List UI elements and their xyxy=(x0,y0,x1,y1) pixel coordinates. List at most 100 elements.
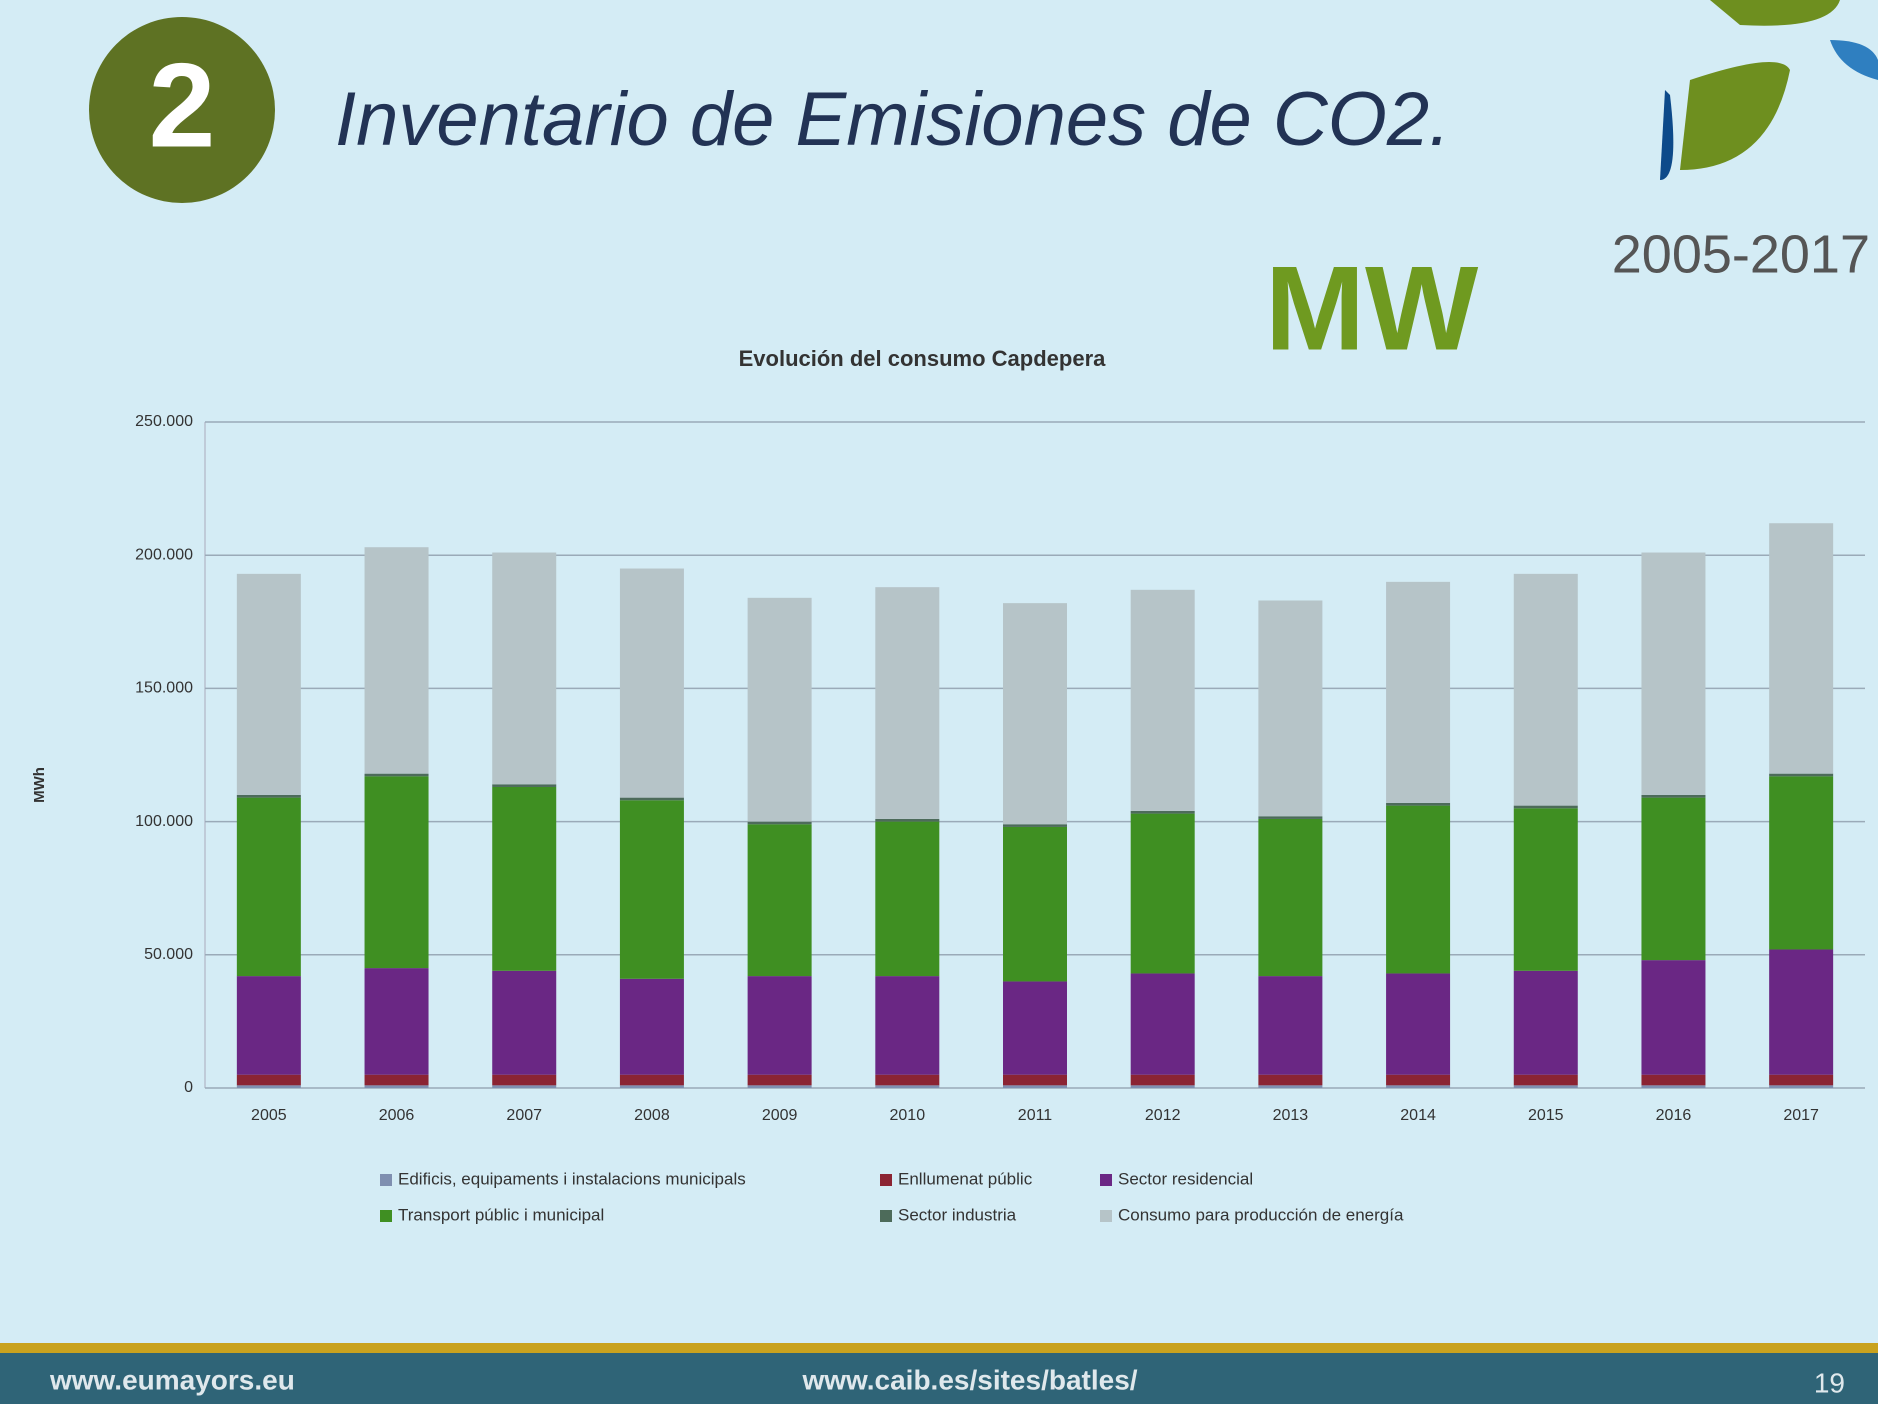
x-tick-label: 2007 xyxy=(506,1107,542,1124)
bar-segment xyxy=(1003,1074,1067,1086)
bar-segment xyxy=(1769,1085,1834,1088)
legend-label: Transport públic i municipal xyxy=(398,1205,604,1224)
legend-swatch xyxy=(380,1210,392,1222)
footer-center: www.caib.es/sites/batles/ xyxy=(801,1364,1137,1395)
bar-segment xyxy=(619,1074,684,1086)
slide-heading: Inventario de Emisiones de CO2. xyxy=(335,77,1450,162)
bar-segment xyxy=(747,1085,812,1088)
bar-segment xyxy=(1003,603,1067,825)
bar-segment xyxy=(1258,1074,1323,1086)
bar-segment xyxy=(492,1074,557,1086)
bar-segment xyxy=(236,573,301,795)
bar-segment xyxy=(492,784,557,787)
x-tick-label: 2016 xyxy=(1656,1107,1692,1124)
bar-segment xyxy=(619,568,684,798)
bar-segment xyxy=(1769,1074,1834,1086)
bar-segment xyxy=(1641,960,1706,1075)
bar-segment xyxy=(236,976,301,1075)
x-tick-label: 2008 xyxy=(634,1107,670,1124)
bar-segment xyxy=(619,797,684,801)
footer-left: www.eumayors.eu xyxy=(49,1364,295,1395)
footer-bar xyxy=(0,1353,1878,1404)
bar-segment xyxy=(1641,797,1706,961)
bar-segment xyxy=(875,976,940,1075)
bar-segment xyxy=(1003,824,1067,827)
y-tick-label: 0 xyxy=(184,1079,193,1096)
bar-segment xyxy=(1769,523,1834,774)
bar-segment xyxy=(747,821,812,825)
x-tick-label: 2015 xyxy=(1528,1107,1564,1124)
bar-segment xyxy=(875,1074,940,1086)
legend-swatch xyxy=(880,1174,892,1186)
bar-segment xyxy=(236,1085,301,1088)
legend-swatch xyxy=(1100,1210,1112,1222)
bar-segment xyxy=(236,797,301,977)
bar-segment xyxy=(1513,970,1578,1075)
bar-segment xyxy=(619,1085,684,1088)
bar-segment xyxy=(1513,805,1578,809)
bar-segment xyxy=(364,776,429,969)
unit-label: MW xyxy=(1265,242,1479,376)
bar-segment xyxy=(364,547,429,774)
bar-segment xyxy=(1513,1085,1578,1088)
bar-segment xyxy=(1130,589,1195,811)
bar-segment xyxy=(364,773,429,777)
bar-segment xyxy=(1386,1085,1451,1088)
bar-segment xyxy=(1386,973,1451,1075)
legend-swatch xyxy=(1100,1174,1112,1186)
x-tick-label: 2005 xyxy=(251,1107,287,1124)
bar-segment xyxy=(1513,808,1578,971)
y-tick-label: 100.000 xyxy=(135,813,193,830)
period: 2005-2017 xyxy=(1612,224,1870,284)
bar-segment xyxy=(747,976,812,1075)
bar-segment xyxy=(1258,1085,1323,1088)
bar-segment xyxy=(236,794,301,798)
bar-segment xyxy=(1003,826,1067,982)
bar-segment xyxy=(1386,802,1451,806)
slide-number: 2 xyxy=(149,39,216,173)
bar-segment xyxy=(619,800,684,979)
legend-label: Consumo para producción de energía xyxy=(1118,1205,1404,1224)
bar-segment xyxy=(875,587,940,819)
bar-segment xyxy=(1130,1074,1195,1086)
x-tick-label: 2012 xyxy=(1145,1107,1181,1124)
number-badge xyxy=(89,17,275,203)
x-tick-label: 2009 xyxy=(762,1107,798,1124)
x-tick-label: 2011 xyxy=(1018,1107,1053,1124)
bar-segment xyxy=(492,1085,557,1088)
footer-stripe xyxy=(0,1343,1878,1353)
bar-segment xyxy=(1386,805,1451,974)
y-axis-label: MWh xyxy=(31,767,48,803)
bar-segment xyxy=(747,597,812,822)
bar-segment xyxy=(364,1074,429,1086)
bar-segment xyxy=(1130,1085,1195,1088)
bar-segment xyxy=(619,978,684,1075)
bar-segment xyxy=(1003,1085,1067,1088)
bar-segment xyxy=(1130,813,1195,974)
bar-segment xyxy=(875,1085,940,1088)
bar-segment xyxy=(1769,776,1834,950)
bar-segment xyxy=(1003,981,1067,1075)
bar-segment xyxy=(1130,810,1195,814)
bar-segment xyxy=(1769,949,1834,1075)
bar-segment xyxy=(492,552,557,785)
bar-segment xyxy=(1258,816,1323,819)
bar-segment xyxy=(1513,573,1578,806)
y-tick-label: 150.000 xyxy=(135,680,193,697)
bar-segment xyxy=(1513,1074,1578,1086)
legend-swatch xyxy=(880,1210,892,1222)
x-tick-label: 2017 xyxy=(1783,1107,1819,1124)
bar-segment xyxy=(1130,973,1195,1075)
bar-segment xyxy=(875,821,940,977)
bar-segment xyxy=(1258,600,1323,817)
legend-label: Edificis, equipaments i instalacions mun… xyxy=(398,1169,746,1188)
bar-segment xyxy=(1769,773,1834,777)
bar-segment xyxy=(1641,1085,1706,1088)
logo xyxy=(1660,0,1878,180)
legend-label: Enllumenat públic xyxy=(898,1169,1033,1188)
bar-segment xyxy=(1641,794,1706,798)
legend-label: Sector industria xyxy=(898,1205,1017,1224)
bar-segment xyxy=(236,1074,301,1086)
